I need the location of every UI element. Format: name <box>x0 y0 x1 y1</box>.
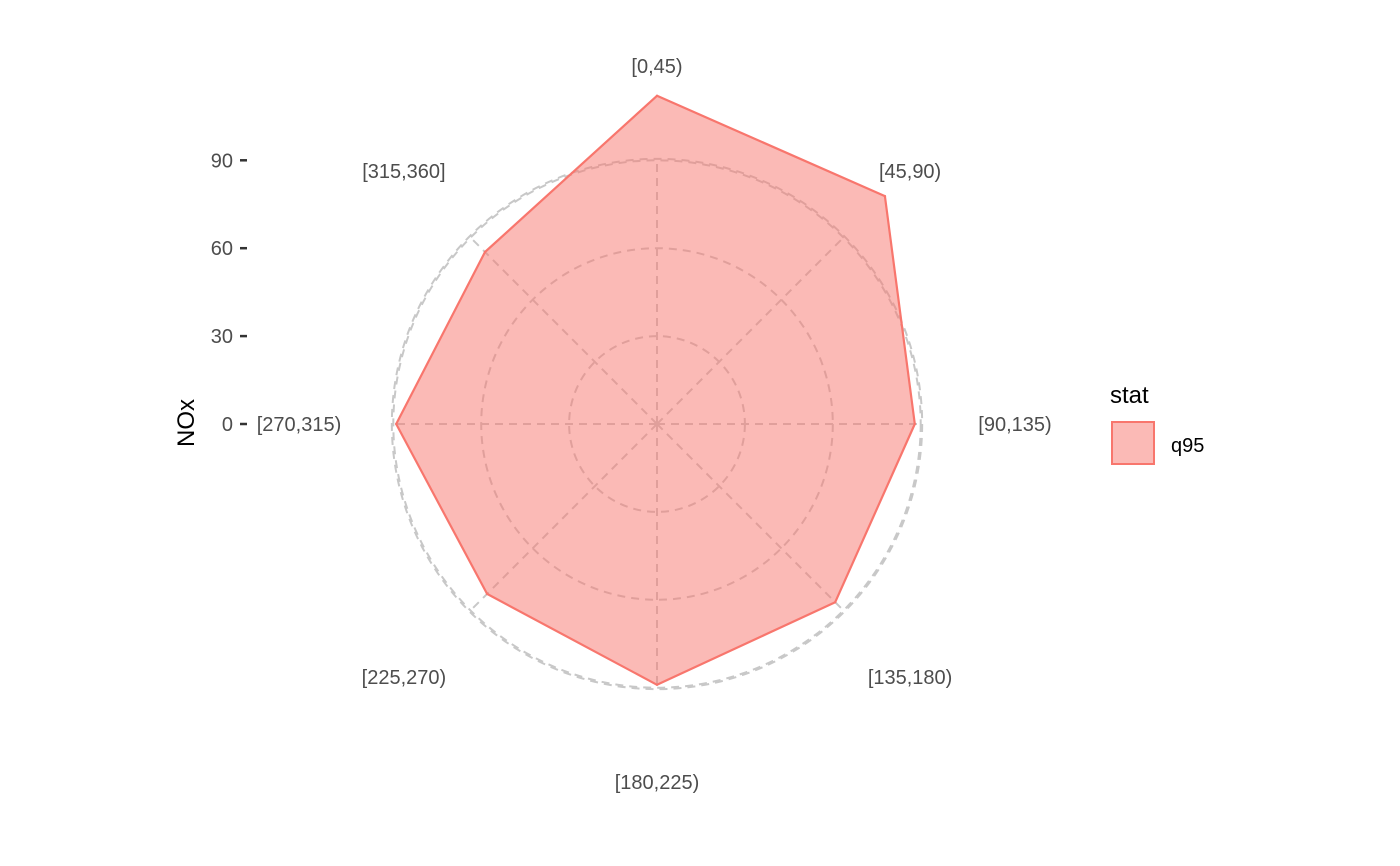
data-point <box>485 592 489 596</box>
category-label: [0,45) <box>631 56 682 78</box>
category-label: [90,135) <box>978 414 1051 436</box>
legend: stat q95 <box>1110 382 1204 465</box>
data-point <box>655 683 659 686</box>
category-label: [135,180) <box>868 667 953 689</box>
data-point <box>913 422 916 426</box>
y-axis: 0 30 60 90 <box>211 150 247 436</box>
data-point <box>395 422 398 426</box>
y-tick-label: 60 <box>211 238 233 260</box>
category-labels: [0,45) [45,90) [90,135) [135,180) [180,225) [… <box>257 56 1052 794</box>
category-label: [225,270) <box>362 667 447 689</box>
category-label: [315,360] <box>362 161 445 183</box>
data-layer <box>395 94 916 686</box>
data-point <box>883 194 887 198</box>
category-label: [45,90) <box>879 161 941 183</box>
legend-title: stat <box>1110 382 1149 409</box>
y-tick-label: 90 <box>211 150 233 172</box>
series-polygon-q95 <box>395 94 916 686</box>
data-point <box>483 250 487 254</box>
legend-label-q95: q95 <box>1171 435 1204 457</box>
y-axis-title: NOx <box>173 399 200 447</box>
legend-key-q95 <box>1111 421 1155 465</box>
data-point <box>655 94 659 98</box>
y-tick-label: 0 <box>222 414 233 436</box>
grid-ring <box>392 159 922 689</box>
category-label: [180,225) <box>615 772 700 794</box>
data-point <box>834 601 837 604</box>
y-tick-label: 30 <box>211 326 233 348</box>
category-label: [270,315) <box>257 414 342 436</box>
